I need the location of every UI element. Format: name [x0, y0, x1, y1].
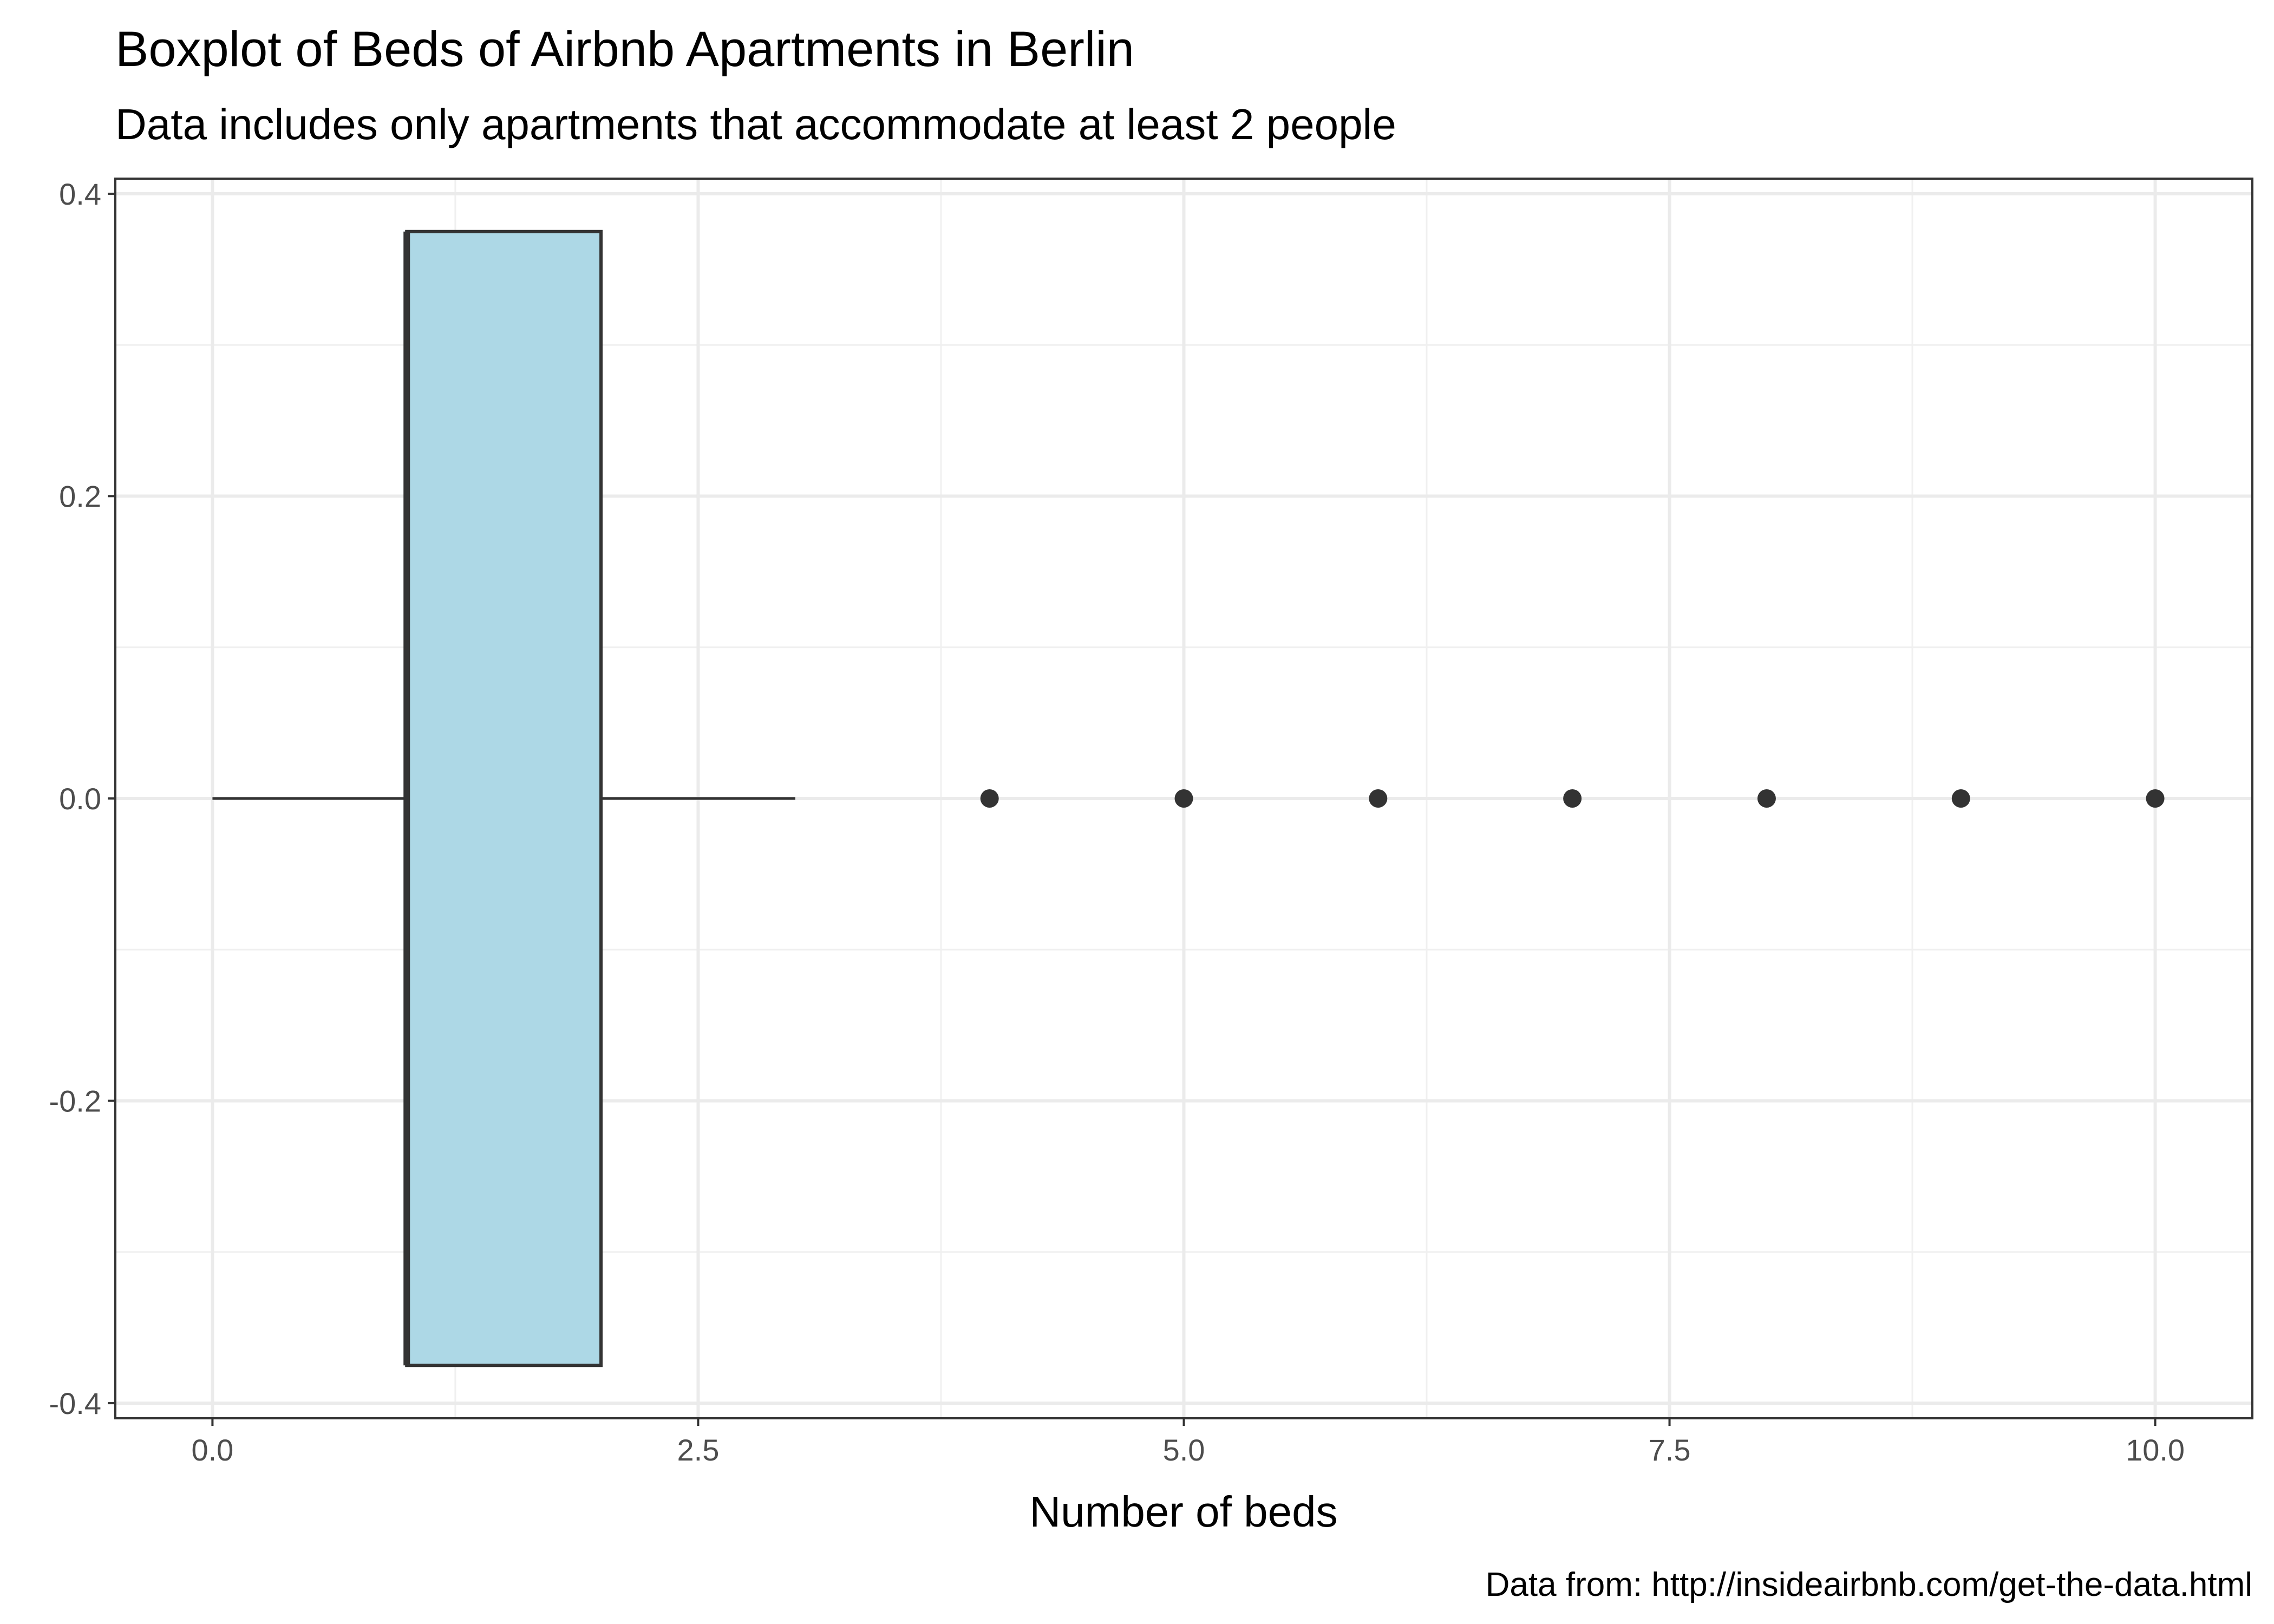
- outlier-point: [1369, 789, 1388, 808]
- outlier-points: [980, 789, 2165, 808]
- x-tick-label: 10.0: [2126, 1433, 2185, 1467]
- outlier-point: [1951, 789, 1970, 808]
- x-tick-label: 0.0: [191, 1433, 233, 1467]
- y-tick-label: -0.4: [49, 1386, 102, 1420]
- outlier-point: [980, 789, 999, 808]
- y-tick-label: -0.2: [49, 1084, 102, 1118]
- outlier-point: [1174, 789, 1193, 808]
- x-tick-label: 5.0: [1163, 1433, 1205, 1467]
- chart-caption: Data from: http://insideairbnb.com/get-t…: [1486, 1566, 2252, 1603]
- interquartile-box: [405, 230, 603, 1367]
- outlier-point: [1563, 789, 1582, 808]
- y-tick-label: 0.2: [59, 479, 101, 513]
- boxplot-layer: [212, 230, 795, 1367]
- outlier-point: [1757, 789, 1776, 808]
- chart-title: Boxplot of Beds of Airbnb Apartments in …: [115, 22, 1134, 77]
- y-tick-label: 0.4: [59, 177, 101, 211]
- y-tick-label: 0.0: [59, 782, 101, 816]
- x-tick-label: 7.5: [1649, 1433, 1691, 1467]
- x-tick-label: 2.5: [677, 1433, 720, 1467]
- axes: 0.4 0.2 0.0 -0.2 -0.4 0.0 2.5 5.0 7.5 10.0: [49, 177, 2185, 1467]
- outlier-point: [2146, 789, 2165, 808]
- x-axis-title: Number of beds: [1029, 1488, 1337, 1536]
- chart-subtitle: Data includes only apartments that accom…: [115, 100, 1396, 148]
